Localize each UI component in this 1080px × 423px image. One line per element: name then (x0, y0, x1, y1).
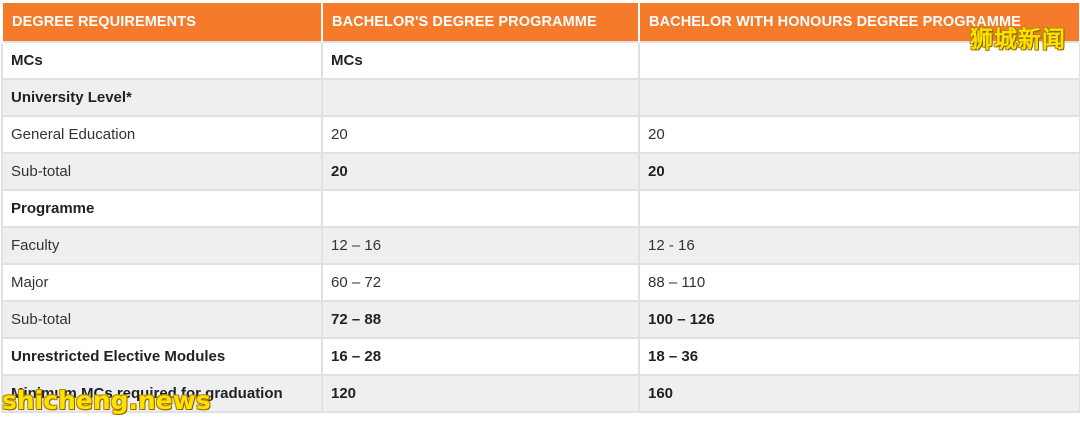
table-row-faculty: Faculty 12 – 16 12 - 16 (1, 226, 1080, 265)
table-row-programme: Programme (1, 189, 1080, 228)
cell-honours (638, 41, 1080, 80)
table-row-unrestricted-electives: Unrestricted Elective Modules 16 – 28 18… (1, 337, 1080, 376)
cell-bachelor (321, 189, 640, 228)
header-bachelors-degree: BACHELOR'S DEGREE PROGRAMME (321, 1, 640, 42)
row-label: University Level* (1, 78, 323, 117)
cell-honours: 160 (638, 374, 1080, 413)
row-label: Programme (1, 189, 323, 228)
table-row-mcs: MCs MCs (1, 41, 1080, 80)
row-label: Minimum MCs required for graduation (1, 374, 323, 413)
cell-honours: 88 – 110 (638, 263, 1080, 302)
table-row-general-education: General Education 20 20 (1, 115, 1080, 154)
header-bachelor-honours: BACHELOR WITH HONOURS DEGREE PROGRAMME (638, 1, 1080, 42)
cell-bachelor: 16 – 28 (321, 337, 640, 376)
cell-bachelor: 120 (321, 374, 640, 413)
row-label: Unrestricted Elective Modules (1, 337, 323, 376)
cell-bachelor: 60 – 72 (321, 263, 640, 302)
table-row-minimum-mcs: Minimum MCs required for graduation 120 … (1, 374, 1080, 413)
row-label: Major (1, 263, 323, 302)
cell-bachelor: 20 (321, 152, 640, 191)
cell-honours: 18 – 36 (638, 337, 1080, 376)
cell-honours: 100 – 126 (638, 300, 1080, 339)
cell-honours: 20 (638, 115, 1080, 154)
row-label: Faculty (1, 226, 323, 265)
cell-honours: 12 - 16 (638, 226, 1080, 265)
cell-honours: 20 (638, 152, 1080, 191)
row-label: MCs (1, 41, 323, 80)
cell-bachelor: MCs (321, 41, 640, 80)
cell-bachelor: 72 – 88 (321, 300, 640, 339)
table-row-subtotal-programme: Sub-total 72 – 88 100 – 126 (1, 300, 1080, 339)
cell-honours (638, 189, 1080, 228)
cell-bachelor: 20 (321, 115, 640, 154)
cell-bachelor: 12 – 16 (321, 226, 640, 265)
table-row-major: Major 60 – 72 88 – 110 (1, 263, 1080, 302)
table-header-row: DEGREE REQUIREMENTS BACHELOR'S DEGREE PR… (1, 1, 1080, 42)
table-row-university-level: University Level* (1, 78, 1080, 117)
cell-bachelor (321, 78, 640, 117)
degree-requirements-table: DEGREE REQUIREMENTS BACHELOR'S DEGREE PR… (1, 1, 1080, 413)
cell-honours (638, 78, 1080, 117)
watermark-site: shicheng.news (2, 386, 211, 415)
watermark-chinese: 狮城新闻 (970, 27, 1066, 53)
row-label: Sub-total (1, 152, 323, 191)
row-label: General Education (1, 115, 323, 154)
header-degree-requirements: DEGREE REQUIREMENTS (1, 1, 323, 42)
row-label: Sub-total (1, 300, 323, 339)
table-row-subtotal-university: Sub-total 20 20 (1, 152, 1080, 191)
